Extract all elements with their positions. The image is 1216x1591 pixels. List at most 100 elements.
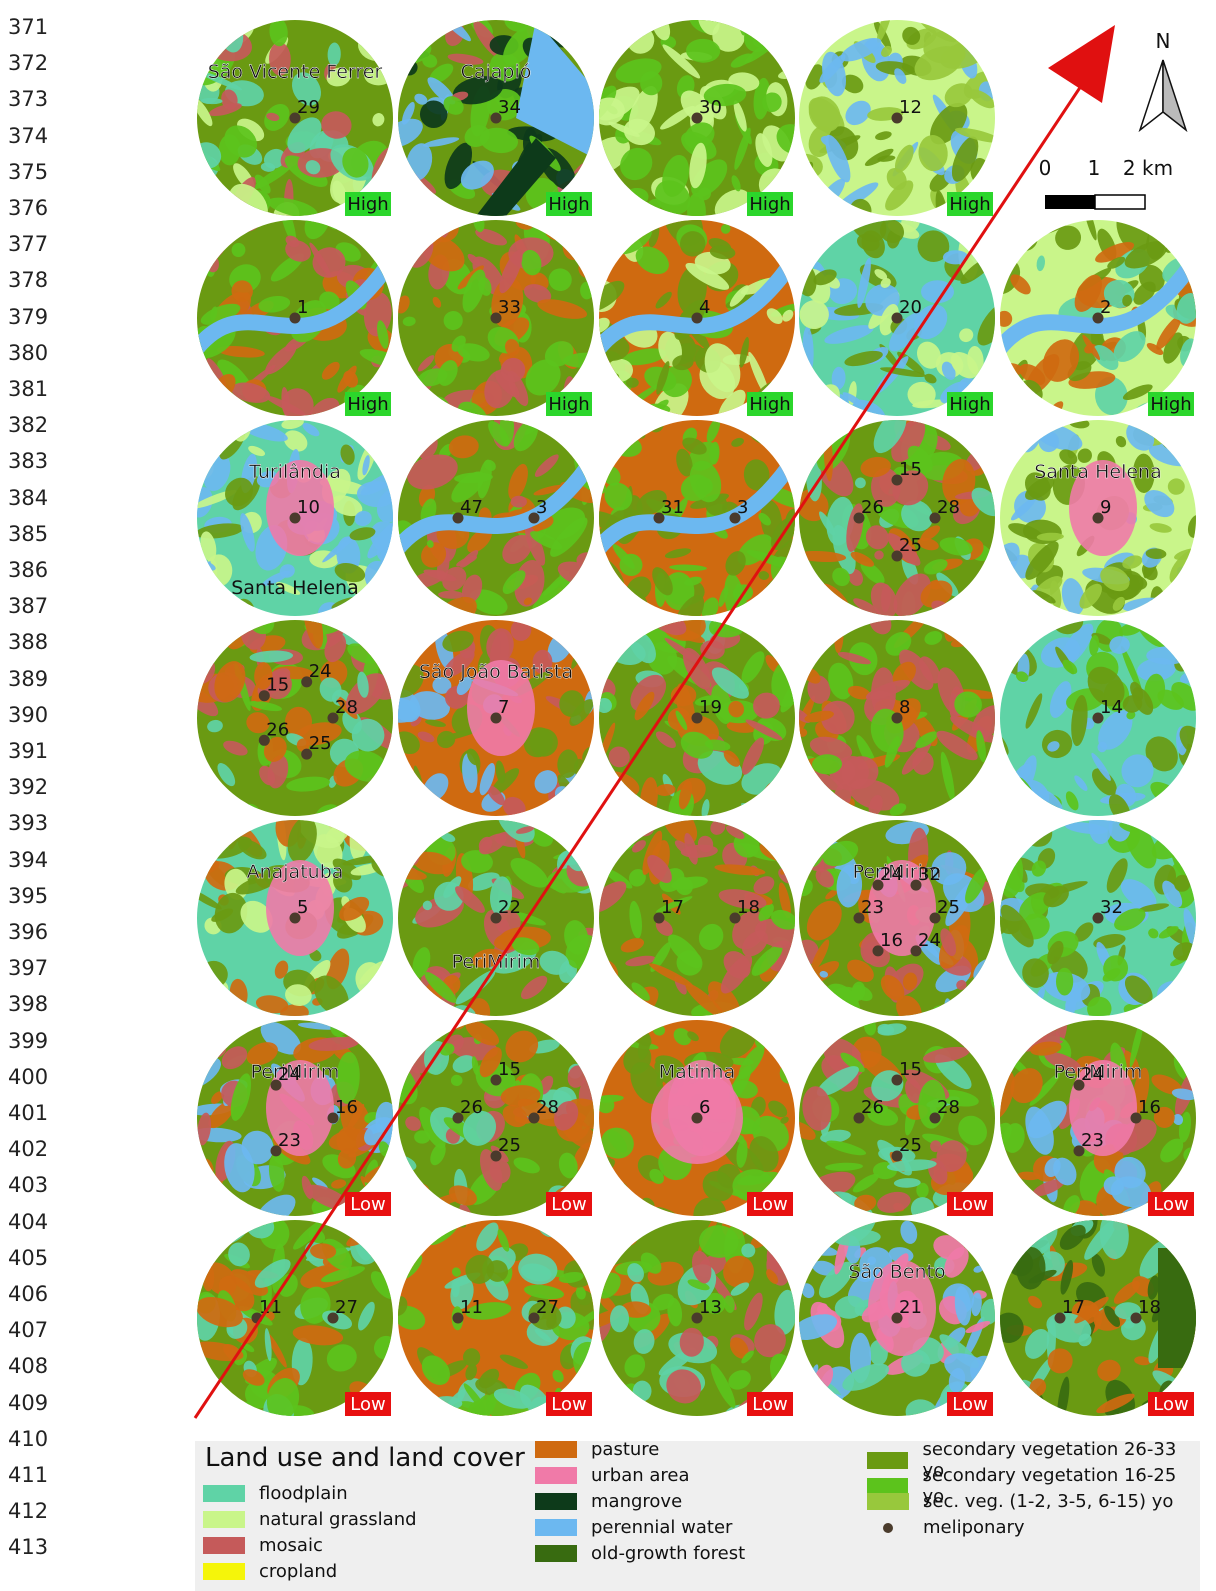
meliponary-dot: [1073, 1079, 1085, 1091]
legend-label: floodplain: [259, 1483, 348, 1504]
meliponary-id-label: 21: [899, 1297, 922, 1318]
landscape-map: 30 High: [599, 20, 795, 216]
meliponary-id-label: 15: [266, 675, 289, 696]
line-number: 378: [8, 268, 49, 293]
landscape-map: 4 High: [599, 220, 795, 416]
line-number: 384: [8, 485, 49, 510]
meliponary-dot: [490, 112, 502, 124]
status-badge: [1148, 1392, 1194, 1416]
legend-swatch: [203, 1485, 245, 1502]
status-badge: [947, 392, 993, 416]
meliponary-id-label: 47: [460, 497, 483, 518]
line-number: 391: [8, 739, 49, 763]
landscape-map: 19: [599, 620, 795, 816]
meliponary-id-label: 23: [1081, 1130, 1104, 1151]
meliponary-id-label: 5: [297, 897, 308, 918]
meliponary-id-label: 30: [699, 97, 722, 118]
landscape-map: 3 31: [599, 420, 795, 616]
legend-swatch: [867, 1493, 909, 1510]
status-badge: [546, 1392, 592, 1416]
status-badge-label: Low: [551, 1194, 586, 1215]
place-label: São Vicente Ferrer: [208, 61, 383, 83]
landscape-map: Santa Helena 9: [1000, 420, 1196, 616]
legend-swatch: [867, 1477, 909, 1495]
line-number: 382: [8, 413, 49, 438]
meliponary-dot: [452, 1312, 464, 1324]
legend-swatch: [535, 1519, 577, 1536]
legend-item-urban-area: urban area: [535, 1465, 690, 1486]
status-badge-label: High: [548, 194, 589, 215]
status-badge: [947, 1192, 993, 1216]
meliponary-id-label: 7: [498, 697, 509, 718]
line-number: 405: [8, 1245, 49, 1270]
meliponary-dot: [929, 512, 941, 524]
legend-item-old-growth-forest: old-growth forest: [535, 1543, 745, 1564]
meliponary-id-label: 24: [880, 864, 903, 885]
meliponary-id-label: 34: [498, 97, 521, 118]
place-label: Turilândia: [248, 461, 341, 483]
meliponary-id-label: 28: [937, 1097, 960, 1118]
meliponary-dot: [891, 1074, 903, 1086]
meliponary-id-label: 22: [498, 897, 521, 918]
line-number: 406: [8, 1282, 49, 1306]
line-number: 393: [8, 811, 49, 836]
line-number: 375: [8, 159, 49, 184]
landscape-map: 18 17 Low: [1000, 1220, 1196, 1416]
meliponary-id-label: 32: [1100, 897, 1123, 918]
legend-label: meliponary: [923, 1517, 1025, 1538]
status-badge-label: High: [548, 394, 589, 415]
status-badge: [747, 1192, 793, 1216]
legend-item-meliponary: meliponary: [867, 1517, 1025, 1538]
meliponary-id-label: 15: [498, 1059, 521, 1080]
landscape-map: 27 11 Low: [398, 1220, 594, 1416]
meliponary-dot: [528, 512, 540, 524]
status-badge: [345, 192, 391, 216]
meliponary-dot: [1130, 1312, 1142, 1324]
legend-label: secondary vegetation 26-33 yo: [922, 1439, 1177, 1481]
landscape-map: PeriMirim 22: [398, 820, 594, 1016]
meliponary-id-label: 31: [661, 497, 684, 518]
status-badge-label: Low: [551, 1394, 586, 1415]
meliponary-dot: [289, 512, 301, 524]
meliponary-dot: [691, 312, 703, 324]
legend-label: natural grassland: [259, 1509, 417, 1530]
north-label: N: [1156, 29, 1171, 53]
meliponary-id-label: 25: [937, 897, 960, 918]
status-badge-label: High: [949, 194, 990, 215]
meliponary-dot: [891, 1150, 903, 1162]
meliponary-dot: [289, 112, 301, 124]
meliponary-id-label: 27: [536, 1297, 559, 1318]
meliponary-id-label: 32: [918, 864, 941, 885]
meliponary-id-label: 3: [737, 497, 748, 518]
landscape-map: 33 High: [398, 220, 594, 416]
meliponary-dot: [528, 1312, 540, 1324]
meliponary-dot: [270, 1079, 282, 1091]
meliponary-dot: [301, 676, 313, 688]
meliponary-id-label: 15: [899, 459, 922, 480]
landscape-map: Matinha 6 Low: [599, 1020, 795, 1216]
status-badge: [546, 1192, 592, 1216]
place-label: Cajapió: [461, 61, 532, 83]
meliponary-dot: [528, 1112, 540, 1124]
meliponary-id-label: 20: [899, 297, 922, 318]
legend-swatch: [203, 1563, 245, 1580]
meliponary-id-label: 25: [899, 535, 922, 556]
status-badge-label: High: [347, 194, 388, 215]
scale-bar: 0 1 2 km: [1039, 156, 1173, 210]
meliponary-id-label: 13: [699, 1297, 722, 1318]
meliponary-dot: [891, 312, 903, 324]
legend-label: cropland: [259, 1561, 338, 1582]
meliponary-dot: [891, 550, 903, 562]
meliponary-id-label: 24: [278, 1064, 301, 1085]
line-number: 381: [8, 377, 49, 401]
meliponary-dot: [490, 712, 502, 724]
status-badge-label: High: [1150, 394, 1191, 415]
meliponary-id-label: 16: [880, 930, 903, 951]
meliponary-dot: [872, 945, 884, 957]
legend-swatch: [203, 1537, 245, 1554]
status-badge: [747, 1392, 793, 1416]
status-badge-label: Low: [752, 1194, 787, 1215]
meliponary-dot: [1092, 512, 1104, 524]
line-number: 380: [8, 340, 49, 365]
meliponary-id-label: 2: [1100, 297, 1111, 318]
